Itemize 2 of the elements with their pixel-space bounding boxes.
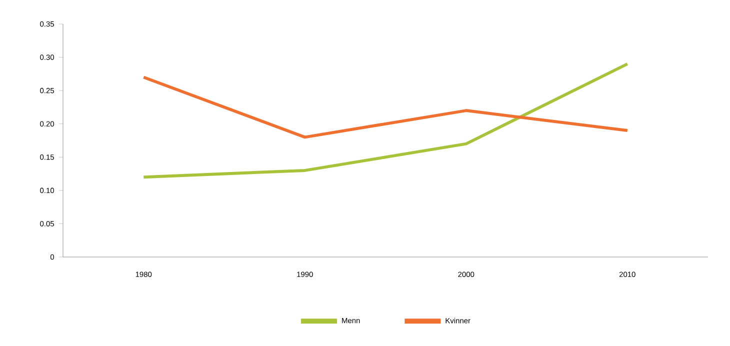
line-series <box>142 76 629 139</box>
line-series <box>142 62 629 179</box>
